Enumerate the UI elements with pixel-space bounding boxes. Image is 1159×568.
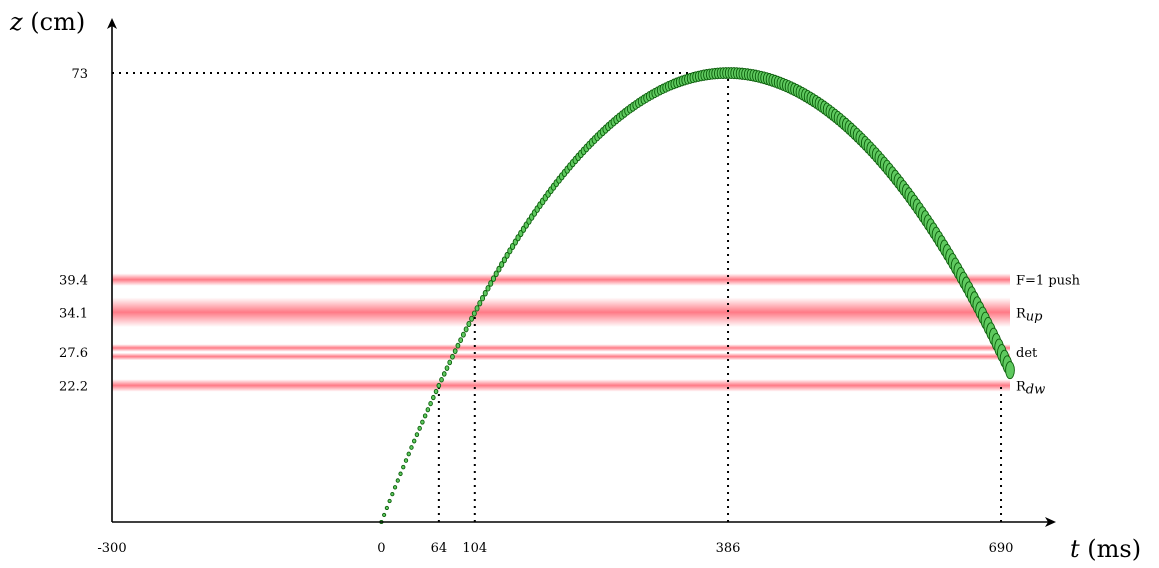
trajectory-point: [409, 445, 414, 450]
y-tick-label-0: 73: [71, 67, 88, 82]
trajectory-point: [436, 382, 442, 389]
trajectory-point: [441, 371, 447, 377]
trajectory-point: [395, 478, 400, 483]
trajectory-point: [504, 251, 510, 259]
trajectory-points: [379, 67, 1015, 525]
trajectory-point: [485, 285, 491, 292]
x-tick-label-4: 386: [716, 541, 741, 556]
trajectory-point: [477, 300, 483, 307]
trajectory-point: [1005, 361, 1015, 380]
trajectory-point: [447, 359, 453, 366]
y-axis-title: z (cm): [9, 8, 85, 36]
trajectory-point: [414, 432, 420, 438]
trajectory-point: [392, 485, 398, 490]
trajectory-point: [501, 256, 507, 264]
band-label-0: F=1 push: [1016, 274, 1081, 289]
y-axis-arrow: [107, 18, 117, 29]
trajectory-point: [471, 310, 477, 317]
x-axis-arrow: [1045, 517, 1056, 527]
trajectory-point: [493, 270, 499, 278]
trajectory-point: [422, 413, 428, 419]
trajectory-point: [403, 458, 409, 463]
trajectory-point: [463, 326, 469, 333]
trajectory-point: [466, 320, 472, 328]
x-tick-label-2: 64: [431, 541, 448, 556]
guides-layer: [112, 72, 1003, 522]
trajectory-point: [387, 498, 392, 504]
y-tick-label-3: 27.6: [59, 346, 88, 361]
trajectory-point: [412, 438, 417, 444]
band-2-upper: [112, 344, 1010, 352]
trajectory-point: [496, 265, 502, 273]
axes-layer: [107, 18, 1056, 527]
trajectory-point: [482, 290, 488, 297]
band-label-3: Rdw: [1016, 379, 1045, 397]
x-tick-label-0: -300: [97, 541, 126, 556]
band-label-2: det: [1016, 346, 1038, 361]
band-3: [112, 379, 1010, 392]
bands-layer: F=1 push Rup det Rdw: [112, 273, 1081, 397]
x-axis-title: t (ms): [1070, 535, 1141, 563]
trajectory-point: [425, 407, 431, 413]
trajectory-point: [420, 419, 425, 425]
trajectory-point: [398, 471, 403, 477]
band-1: [112, 297, 1010, 328]
trajectory-point: [401, 464, 406, 470]
trajectory-point: [499, 261, 505, 268]
trajectory-point: [480, 295, 486, 302]
trajectory-point: [384, 505, 389, 511]
band-label-1: Rup: [1016, 306, 1043, 324]
trajectory-point: [474, 305, 480, 312]
ticks-layer: -300 0 64 104 386 690 73 39.4 34.1 27.6 22.2: [59, 67, 1013, 556]
trajectory-point: [455, 342, 461, 349]
trajectory-point: [382, 512, 387, 518]
trajectory-point: [469, 315, 475, 322]
y-tick-label-2: 34.1: [59, 306, 88, 321]
trajectory-point: [431, 394, 436, 401]
trajectory-point: [390, 491, 395, 497]
trajectory-point: [450, 353, 455, 360]
x-tick-label-3: 104: [462, 541, 487, 556]
y-tick-label-4: 22.2: [59, 379, 88, 394]
band-0: [112, 273, 1010, 286]
trajectory-point: [490, 275, 497, 282]
trajectory-point: [444, 365, 450, 371]
x-tick-label-1: 0: [377, 541, 385, 556]
trajectory-point: [488, 280, 494, 287]
band-2-lower: [112, 352, 1010, 361]
trajectory-point: [460, 331, 466, 338]
y-tick-label-1: 39.4: [59, 274, 88, 289]
trajectory-point: [406, 451, 411, 457]
trajectory-point: [433, 388, 439, 395]
trajectory-point: [439, 377, 444, 383]
trajectory-point: [428, 400, 433, 407]
trajectory-point: [458, 337, 464, 344]
trajectory-point: [417, 425, 422, 431]
trajectory-point: [452, 348, 458, 355]
x-tick-label-5: 690: [989, 541, 1014, 556]
